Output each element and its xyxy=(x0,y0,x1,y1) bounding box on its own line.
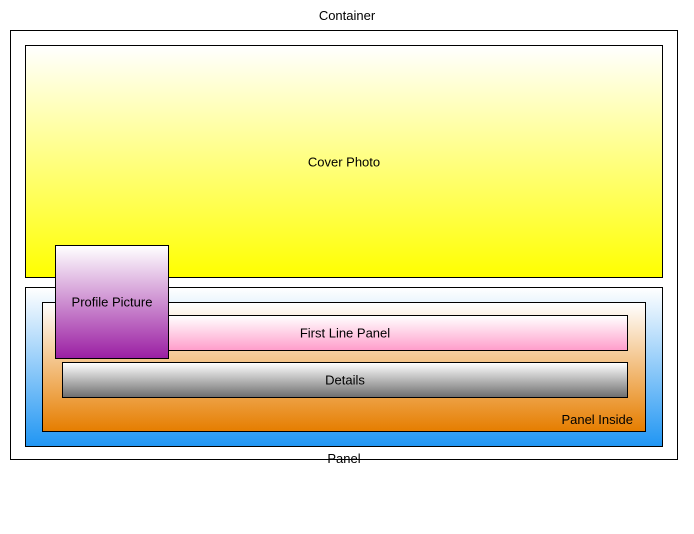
cover-photo-label: Cover Photo xyxy=(26,154,662,169)
panel-label: Panel xyxy=(25,451,663,466)
details-box: Details xyxy=(62,362,628,398)
details-label: Details xyxy=(63,373,627,388)
panel-inside-label: Panel Inside xyxy=(561,412,633,427)
profile-picture-box: Profile Picture xyxy=(55,245,169,359)
title-label: Container xyxy=(0,8,694,23)
diagram-stage: Container Cover Photo Panel Panel Inside… xyxy=(0,0,694,534)
profile-picture-label: Profile Picture xyxy=(56,295,168,310)
cover-photo-box: Cover Photo xyxy=(25,45,663,278)
